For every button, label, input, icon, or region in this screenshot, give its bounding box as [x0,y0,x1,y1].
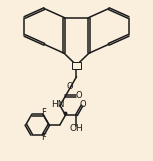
Text: F: F [41,133,46,142]
Text: O: O [75,91,82,100]
Text: F: F [41,108,46,117]
Text: *: * [75,63,78,68]
Text: O: O [66,82,73,91]
Text: OH: OH [70,124,83,133]
Text: HN: HN [51,100,65,109]
Text: O: O [80,100,86,109]
Bar [72,62,81,69]
